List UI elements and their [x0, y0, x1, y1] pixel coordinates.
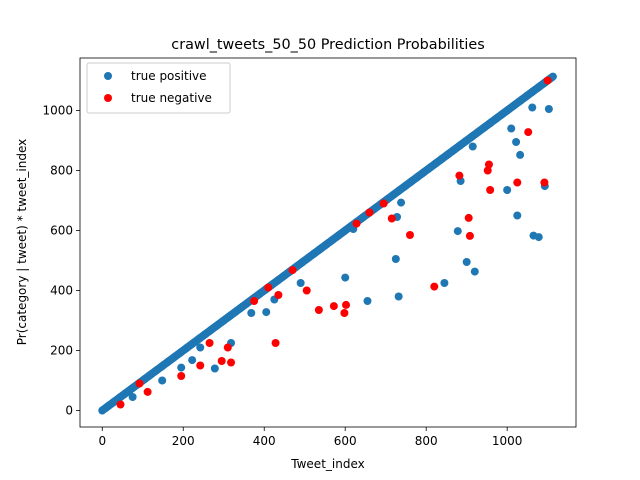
- data-point-true-positive: [512, 138, 521, 146]
- data-point-true-positive: [296, 279, 305, 287]
- data-point-true-positive: [341, 273, 350, 282]
- data-point-true-positive: [468, 142, 477, 151]
- data-point-true-positive: [394, 292, 403, 301]
- y-tick-label: 200: [50, 344, 73, 358]
- data-point-true-positive: [507, 124, 516, 133]
- data-point-true-positive: [210, 364, 219, 373]
- data-point-true-negative: [271, 339, 280, 347]
- data-point-true-negative: [223, 343, 232, 352]
- x-tick-label: 1000: [492, 434, 523, 448]
- plot-frame: [79, 57, 577, 428]
- data-point-true-positive: [128, 393, 137, 401]
- x-axis-label: Tweet_index: [290, 457, 364, 471]
- data-point-true-negative: [405, 231, 414, 239]
- data-point-true-negative: [465, 231, 474, 240]
- data-point-true-negative: [205, 339, 214, 347]
- data-point-true-negative: [274, 291, 283, 299]
- data-point-true-negative: [143, 387, 152, 396]
- plot-points: [98, 72, 557, 415]
- data-point-true-negative: [455, 171, 464, 180]
- legend-marker-true-positive: [104, 72, 112, 80]
- data-point-true-negative: [250, 297, 259, 305]
- x-axis-ticks: 0 200 400 600 800 1000: [98, 427, 522, 448]
- data-point-true-positive: [528, 103, 537, 112]
- y-axis-label: Pr(category | tweet) * tweet_index: [15, 139, 29, 345]
- data-point-true-negative: [464, 213, 473, 222]
- data-point-true-negative: [177, 372, 186, 380]
- data-point-true-positive: [196, 343, 205, 352]
- y-axis-ticks: 0 200 400 600 800 1000: [42, 104, 80, 418]
- data-point-true-negative: [543, 76, 552, 85]
- data-point-true-positive: [247, 309, 256, 317]
- data-point-true-positive: [470, 267, 479, 276]
- data-point-true-positive: [397, 198, 406, 207]
- data-point-true-negative: [524, 128, 533, 137]
- data-point-true-negative: [484, 160, 493, 169]
- data-point-true-positive: [158, 376, 167, 385]
- data-point-true-positive: [513, 211, 522, 220]
- legend-marker-true-negative: [104, 94, 112, 102]
- data-point-true-negative: [430, 282, 439, 291]
- data-point-true-negative: [486, 186, 495, 194]
- data-point-true-positive: [462, 258, 471, 266]
- x-tick-label: 800: [415, 434, 438, 448]
- x-tick-label: 200: [172, 434, 195, 448]
- data-point-true-negative: [217, 357, 226, 365]
- y-tick-label: 0: [65, 404, 73, 418]
- data-point-true-negative: [314, 306, 323, 314]
- x-tick-label: 400: [253, 434, 276, 448]
- data-point-true-negative: [342, 300, 351, 309]
- data-point-true-negative: [483, 166, 492, 175]
- y-tick-label: 800: [50, 164, 73, 178]
- data-point-true-positive: [262, 308, 271, 317]
- data-point-true-negative: [116, 400, 125, 409]
- x-tick-label: 600: [334, 434, 357, 448]
- data-point-true-negative: [329, 302, 338, 311]
- y-tick-label: 1000: [42, 104, 73, 118]
- data-point-true-negative: [387, 214, 396, 223]
- legend-label-true-positive: true positive: [131, 69, 207, 83]
- data-point-true-positive: [177, 363, 186, 372]
- data-point-true-negative: [365, 208, 374, 217]
- data-point-true-negative: [379, 199, 388, 208]
- data-point-true-negative: [340, 309, 349, 317]
- data-point-true-positive: [188, 356, 197, 365]
- data-point-true-positive: [516, 150, 525, 159]
- legend-label-true-negative: true negative: [131, 91, 212, 105]
- data-point-true-negative: [196, 361, 205, 370]
- data-point-true-positive: [544, 105, 553, 113]
- data-point-true-negative: [302, 286, 311, 295]
- data-point-true-negative: [135, 379, 144, 388]
- x-tick-label: 0: [98, 434, 106, 448]
- data-point-true-negative: [352, 219, 361, 228]
- data-point-true-negative: [264, 283, 273, 292]
- data-point-true-positive: [363, 297, 372, 305]
- data-point-true-positive: [453, 227, 462, 236]
- chart-title: crawl_tweets_50_50 Prediction Probabilit…: [171, 37, 484, 53]
- data-point-true-positive: [534, 233, 543, 242]
- legend: true positive true negative: [86, 62, 231, 114]
- data-point-true-negative: [227, 358, 236, 367]
- data-point-true-positive: [391, 255, 400, 263]
- y-tick-label: 400: [50, 284, 73, 298]
- legend-frame: [86, 62, 231, 114]
- y-tick-label: 600: [50, 224, 73, 238]
- data-point-true-negative: [288, 266, 297, 275]
- data-point-true-negative: [540, 178, 549, 187]
- data-point-true-negative: [513, 178, 522, 187]
- data-point-true-positive: [440, 279, 449, 287]
- data-point-true-positive: [503, 186, 512, 194]
